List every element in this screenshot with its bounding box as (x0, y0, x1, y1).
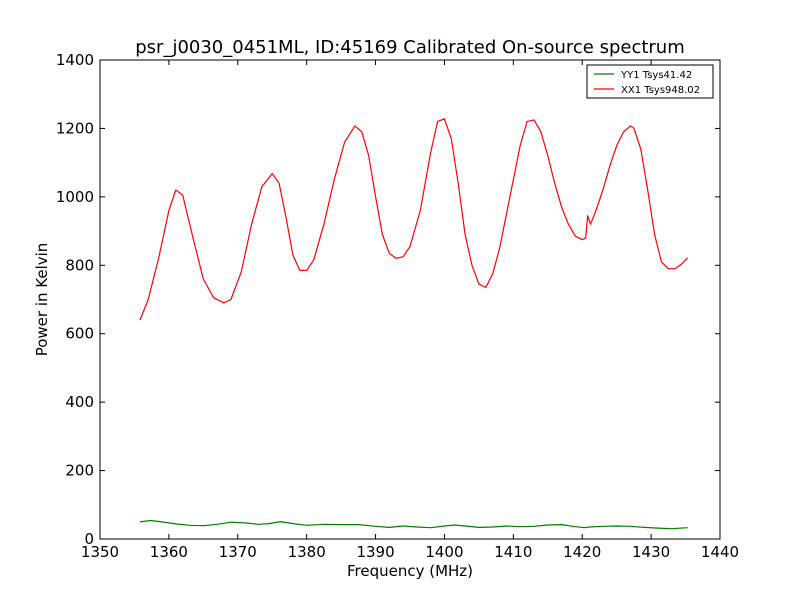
x-tick-label: 1400 (425, 543, 463, 561)
y-tick-label: 1400 (56, 51, 94, 69)
y-axis: 0 200 400 600 800 1000 1200 1400 (56, 51, 720, 548)
y-tick-label: 400 (65, 393, 94, 411)
y-tick-label: 200 (65, 462, 94, 480)
plot-area (100, 60, 720, 539)
x-tick-label: 1390 (356, 543, 394, 561)
legend: YY1 Tsys41.42 XX1 Tsys948.02 (586, 64, 714, 99)
x-tick-label: 1420 (563, 543, 601, 561)
series-line-2 (139, 118, 689, 321)
series-line-1 (139, 519, 688, 530)
x-axis: 1350 1360 1370 1380 1390 1400 1410 1420 1430 1440 (81, 60, 739, 561)
x-tick-label: 1370 (219, 543, 257, 561)
x-tick-label: 1430 (632, 543, 670, 561)
x-axis-label: Frequency (MHz) (347, 562, 473, 580)
legend-box (586, 64, 714, 99)
chart-title: psr_j0030_0451ML, ID:45169 Calibrated On… (135, 37, 685, 58)
x-tick-label: 1410 (494, 543, 532, 561)
y-tick-label: 1000 (56, 188, 94, 206)
x-tick-label: 1380 (288, 543, 326, 561)
series-layer (139, 118, 689, 530)
y-tick-label: 1200 (56, 119, 94, 137)
legend-label: YY1 Tsys41.42 (620, 70, 692, 81)
legend-label: XX1 Tsys948.02 (621, 85, 700, 96)
plot-frame (99, 59, 721, 540)
y-tick-label: 800 (65, 256, 94, 274)
x-tick-label: 1360 (150, 543, 188, 561)
x-tick-label: 1350 (81, 543, 119, 561)
y-axis-label: Power in Kelvin (33, 243, 51, 357)
y-tick-label: 0 (84, 530, 94, 548)
x-tick-label: 1440 (701, 543, 739, 561)
y-tick-label: 600 (65, 325, 94, 343)
